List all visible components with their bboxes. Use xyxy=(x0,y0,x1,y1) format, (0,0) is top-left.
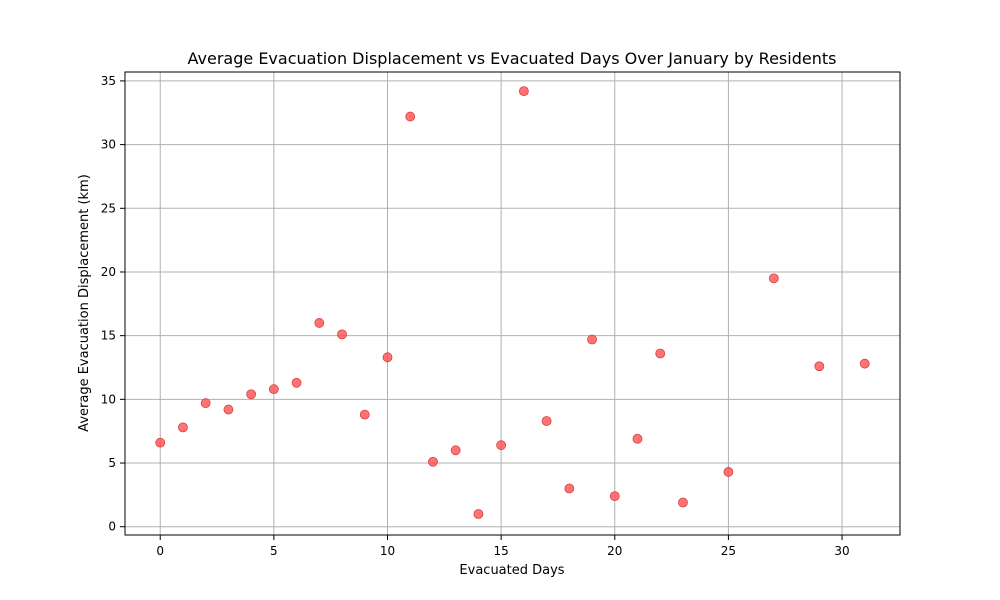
scatter-point xyxy=(678,497,688,508)
scatter-point xyxy=(359,409,370,420)
x-axis-label: Evacuated Days xyxy=(459,563,564,578)
y-tick-label: 0 xyxy=(108,520,116,534)
scatter-point xyxy=(155,437,166,448)
x-tick-label: 0 xyxy=(156,544,164,558)
y-axis-label: Average Evacuation Displacement (km) xyxy=(77,174,92,432)
scatter-point xyxy=(609,491,620,502)
y-tick-label: 20 xyxy=(101,265,116,279)
scatter-point xyxy=(246,389,257,400)
x-tick-label: 15 xyxy=(493,544,508,558)
y-tick-label: 35 xyxy=(101,74,116,88)
y-tick-label: 15 xyxy=(101,329,116,343)
scatter-point xyxy=(587,334,597,345)
scatter-point xyxy=(564,483,575,494)
scatter-point xyxy=(314,318,325,328)
scatter-point xyxy=(405,111,416,122)
axis-ticks: 0 5 10 15 20 25 30 0 5 10 15 20 25 30 35 xyxy=(101,74,850,558)
scatter-point xyxy=(859,358,870,369)
scatter-point xyxy=(450,445,461,456)
scatter-point xyxy=(178,422,188,433)
y-tick-label: 25 xyxy=(101,201,116,215)
scatter-point xyxy=(473,509,484,519)
x-tick-label: 20 xyxy=(607,544,622,558)
scatter-point xyxy=(496,440,507,451)
scatter-point xyxy=(291,377,302,388)
x-tick-label: 25 xyxy=(721,544,736,558)
scatter-point xyxy=(200,398,211,409)
scatter-point xyxy=(428,456,438,467)
scatter-point xyxy=(723,467,734,477)
y-tick-label: 10 xyxy=(101,392,116,406)
plot-frame xyxy=(124,71,901,536)
scatter-point xyxy=(223,404,234,415)
scatter-point xyxy=(768,273,779,284)
y-tick-label: 30 xyxy=(101,138,116,152)
scatter-point xyxy=(382,352,393,363)
data-points xyxy=(155,86,870,519)
x-tick-label: 5 xyxy=(270,544,278,558)
scatter-point xyxy=(337,329,347,340)
scatter-point xyxy=(814,361,825,372)
chart-title: Average Evacuation Displacement vs Evacu… xyxy=(188,49,837,68)
scatter-point xyxy=(541,416,552,426)
scatter-point xyxy=(518,86,529,97)
x-tick-label: 10 xyxy=(380,544,395,558)
scatter-point xyxy=(268,384,279,395)
grid-lines xyxy=(125,72,900,535)
scatter-point xyxy=(632,433,643,444)
x-tick-label: 30 xyxy=(834,544,849,558)
y-tick-label: 5 xyxy=(108,456,116,470)
scatter-point xyxy=(655,348,666,359)
